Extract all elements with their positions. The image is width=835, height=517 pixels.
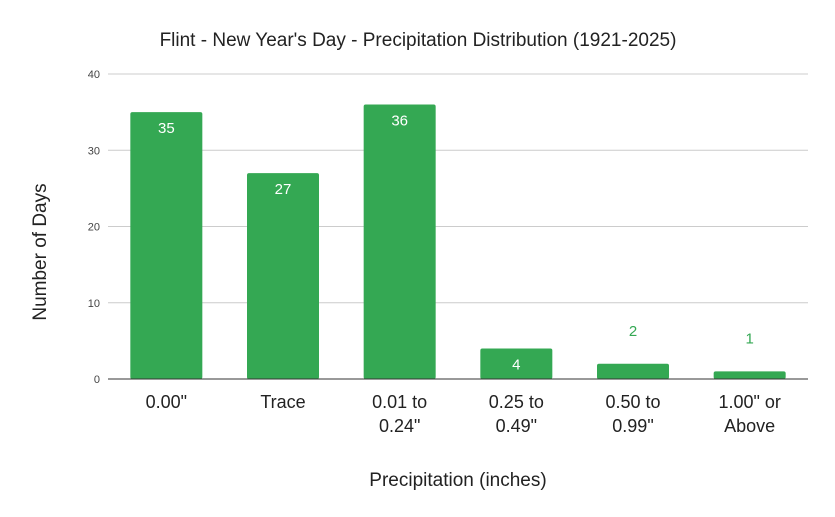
y-axis-ticks: 0 10 20 30 40 xyxy=(88,69,100,386)
x-tick-label: 0.25 to xyxy=(489,392,544,412)
data-labels: 35 27 36 4 2 1 xyxy=(158,113,754,374)
data-label: 27 xyxy=(275,181,292,198)
y-tick-label: 20 xyxy=(88,222,100,234)
x-tick-label: Trace xyxy=(260,392,305,412)
data-label: 1 xyxy=(745,330,753,347)
gridlines xyxy=(108,73,808,304)
bar xyxy=(130,112,203,379)
y-tick-label: 10 xyxy=(88,298,100,310)
data-label: 4 xyxy=(512,357,520,374)
data-label: 36 xyxy=(391,113,408,130)
chart-title: Flint - New Year's Day - Precipitation D… xyxy=(160,30,677,51)
x-tick-label: 0.01 to xyxy=(372,392,427,412)
x-tick-label: 0.49" xyxy=(496,416,537,436)
bar xyxy=(597,363,669,379)
y-tick-label: 0 xyxy=(94,374,100,386)
data-label: 2 xyxy=(629,323,637,340)
x-tick-label: 0.50 to xyxy=(605,392,660,412)
bar xyxy=(363,104,436,379)
x-tick-label: 0.24" xyxy=(379,416,420,436)
bar xyxy=(480,348,553,379)
y-tick-label: 30 xyxy=(88,145,100,157)
x-tick-label: 1.00" or xyxy=(718,392,780,412)
bar xyxy=(247,173,319,379)
y-tick-label: 40 xyxy=(88,69,100,81)
data-label: 35 xyxy=(158,120,175,137)
bar xyxy=(713,371,786,379)
x-tick-label: 0.00" xyxy=(146,392,187,412)
x-axis-ticks: 0.00" Trace 0.01 to 0.24" 0.25 to 0.49" 0.50 t… xyxy=(146,392,781,436)
x-axis-title: Precipitation (inches) xyxy=(369,470,546,491)
y-axis-title: Number of Days xyxy=(30,183,51,320)
x-tick-label: Above xyxy=(724,416,775,436)
bars xyxy=(130,104,786,379)
x-tick-label: 0.99" xyxy=(612,416,653,436)
